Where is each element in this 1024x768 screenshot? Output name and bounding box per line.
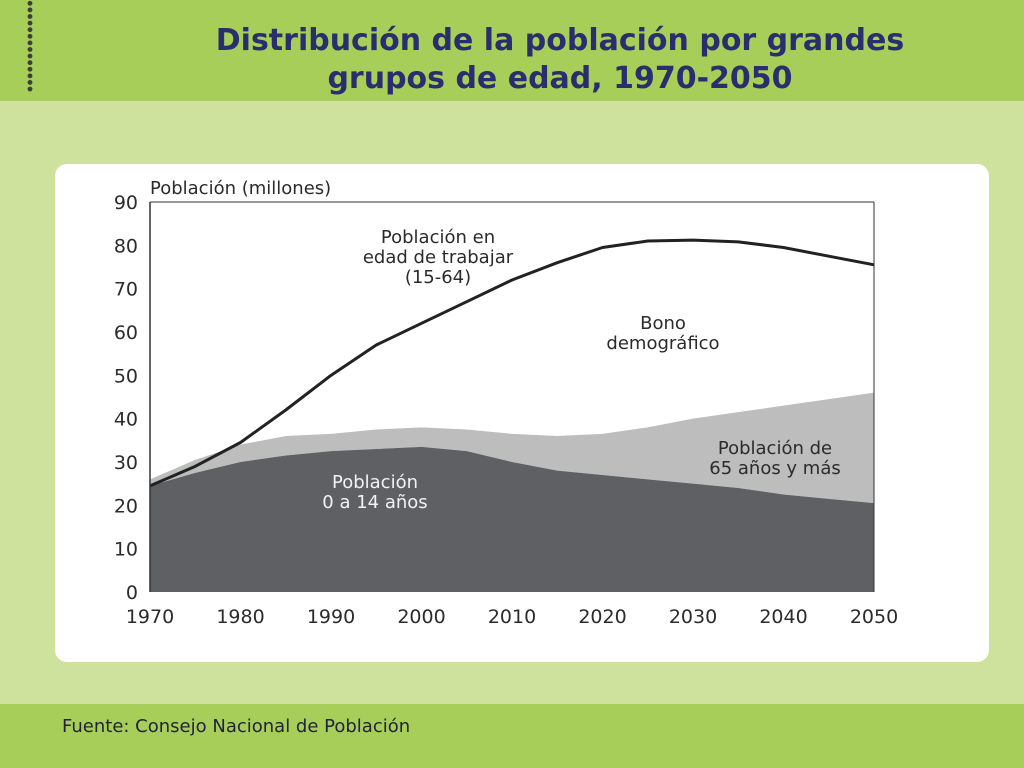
annotation-children: 0 a 14 años xyxy=(322,492,427,513)
source-note: Fuente: Consejo Nacional de Población xyxy=(62,716,411,737)
slide-title: Distribución de la población por grandes… xyxy=(140,22,980,98)
annotation-children: Población xyxy=(332,472,418,493)
annotation-bonus: demográfico xyxy=(606,333,719,354)
y-tick-label: 60 xyxy=(114,322,138,344)
x-tick-label: 1980 xyxy=(216,606,264,628)
footer-band xyxy=(0,704,1024,768)
x-tick-label: 2040 xyxy=(759,606,807,628)
x-tick-label: 2000 xyxy=(397,606,445,628)
area-65-plus xyxy=(150,392,874,504)
header-band xyxy=(0,0,1024,101)
y-tick-label: 0 xyxy=(126,582,138,604)
dotted-decoration xyxy=(27,0,33,92)
line-working-age xyxy=(149,238,875,488)
title-line-2: grupos de edad, 1970-2050 xyxy=(327,61,793,96)
annotation-working-age: edad de trabajar xyxy=(363,247,514,268)
annotation-elderly: 65 años y más xyxy=(709,458,841,479)
y-tick-label: 50 xyxy=(114,365,138,387)
x-tick-label: 2050 xyxy=(850,606,898,628)
annotation-bonus: Bono xyxy=(640,313,686,334)
y-axis-label: Población (millones) xyxy=(150,178,331,199)
x-tick-label: 2020 xyxy=(578,606,626,628)
y-tick-label: 80 xyxy=(114,235,138,257)
x-tick-label: 2030 xyxy=(669,606,717,628)
area-0-14 xyxy=(150,446,874,592)
annotation-working-age: (15-64) xyxy=(405,267,471,288)
y-tick-label: 70 xyxy=(114,279,138,301)
x-tick-label: 2010 xyxy=(488,606,536,628)
x-tick-label: 1990 xyxy=(307,606,355,628)
title-line-1: Distribución de la población por grandes xyxy=(215,23,905,58)
y-tick-label: 30 xyxy=(114,452,138,474)
y-tick-label: 40 xyxy=(114,409,138,431)
y-tick-label: 10 xyxy=(114,539,138,561)
annotation-elderly: Población de xyxy=(718,438,832,459)
annotation-working-age: Población en xyxy=(381,227,495,248)
x-tick-label: 1970 xyxy=(126,606,174,628)
y-tick-label: 20 xyxy=(114,495,138,517)
y-tick-label: 90 xyxy=(114,192,138,214)
